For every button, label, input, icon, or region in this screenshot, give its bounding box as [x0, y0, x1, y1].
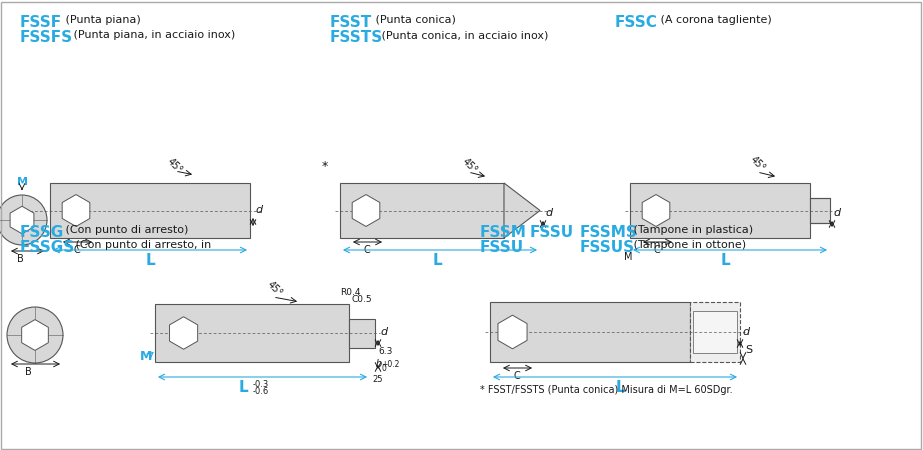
- Text: 45°: 45°: [265, 280, 284, 299]
- Circle shape: [28, 328, 42, 342]
- Circle shape: [16, 214, 28, 226]
- Text: (Punta piana): (Punta piana): [62, 15, 140, 25]
- Polygon shape: [62, 194, 90, 226]
- Text: * FSST/FSSTS (Punta conica) Misura di M=L 60SDgr.: * FSST/FSSTS (Punta conica) Misura di M=…: [480, 385, 733, 395]
- Text: d: d: [545, 208, 552, 218]
- Polygon shape: [10, 206, 34, 234]
- Text: (Tampone in ottone): (Tampone in ottone): [630, 240, 746, 250]
- Text: FSSFS: FSSFS: [20, 30, 73, 45]
- Text: L: L: [432, 253, 442, 268]
- Text: FSSUS: FSSUS: [580, 240, 635, 255]
- Text: +0.2: +0.2: [381, 360, 400, 369]
- Text: d: d: [380, 327, 387, 337]
- Text: L: L: [145, 253, 155, 268]
- Bar: [50, 183, 250, 238]
- Text: (Con punto di arresto, in: (Con punto di arresto, in: [72, 240, 211, 250]
- Polygon shape: [170, 317, 198, 349]
- Text: (Punta conica): (Punta conica): [372, 15, 456, 25]
- Bar: [690, 302, 740, 362]
- Bar: [490, 302, 690, 362]
- Text: L: L: [616, 380, 625, 395]
- Polygon shape: [349, 319, 375, 347]
- Polygon shape: [810, 198, 830, 223]
- Text: 0: 0: [381, 364, 386, 373]
- Text: C: C: [513, 371, 521, 381]
- Text: (Con punto di arresto): (Con punto di arresto): [62, 225, 188, 235]
- Text: M: M: [624, 252, 632, 262]
- Text: d: d: [742, 327, 749, 337]
- Text: L: L: [238, 380, 247, 395]
- Bar: [630, 183, 810, 238]
- Polygon shape: [353, 194, 379, 226]
- Text: d: d: [255, 205, 262, 215]
- Text: 25: 25: [372, 375, 382, 384]
- Bar: [340, 183, 504, 238]
- Text: FSSU: FSSU: [480, 240, 524, 255]
- Text: *: *: [322, 160, 329, 173]
- Text: 45°: 45°: [748, 155, 767, 174]
- Text: FSSF: FSSF: [20, 15, 62, 30]
- Text: M: M: [139, 351, 152, 364]
- Text: FSSC: FSSC: [615, 15, 658, 30]
- Polygon shape: [504, 183, 540, 238]
- Text: 6.3: 6.3: [378, 347, 392, 356]
- Text: FSSTS: FSSTS: [330, 30, 383, 45]
- Polygon shape: [497, 315, 527, 349]
- Text: FSSGS: FSSGS: [20, 240, 76, 255]
- Text: S: S: [745, 345, 752, 355]
- Text: C0.5: C0.5: [352, 295, 373, 304]
- Text: B: B: [17, 254, 23, 264]
- Polygon shape: [642, 194, 670, 226]
- Text: (Punta conica, in acciaio inox): (Punta conica, in acciaio inox): [378, 30, 548, 40]
- Text: (Punta piana, in acciaio inox): (Punta piana, in acciaio inox): [70, 30, 235, 40]
- Text: 45°: 45°: [165, 157, 185, 176]
- Text: (Tampone in plastica): (Tampone in plastica): [630, 225, 753, 235]
- Polygon shape: [21, 320, 48, 351]
- Text: C: C: [74, 245, 80, 255]
- Text: (A corona tagliente): (A corona tagliente): [657, 15, 772, 25]
- Text: C: C: [653, 245, 660, 255]
- Circle shape: [7, 307, 63, 363]
- Text: C: C: [364, 245, 370, 255]
- Text: L: L: [720, 253, 730, 268]
- Bar: [693, 311, 737, 353]
- Text: FSSG: FSSG: [20, 225, 65, 240]
- Text: -0.3: -0.3: [253, 380, 270, 389]
- Text: 45°: 45°: [460, 157, 479, 176]
- Bar: [155, 304, 349, 362]
- Text: FSSM: FSSM: [480, 225, 527, 240]
- Text: b: b: [376, 359, 382, 369]
- Text: FSSU: FSSU: [530, 225, 574, 240]
- Text: R0.4: R0.4: [340, 288, 361, 297]
- Circle shape: [0, 195, 47, 245]
- Text: M: M: [17, 177, 28, 187]
- Text: d: d: [833, 208, 840, 218]
- Text: -0.6: -0.6: [253, 387, 270, 396]
- Text: B: B: [25, 367, 31, 377]
- Text: FSST: FSST: [330, 15, 372, 30]
- Text: FSSMS: FSSMS: [580, 225, 638, 240]
